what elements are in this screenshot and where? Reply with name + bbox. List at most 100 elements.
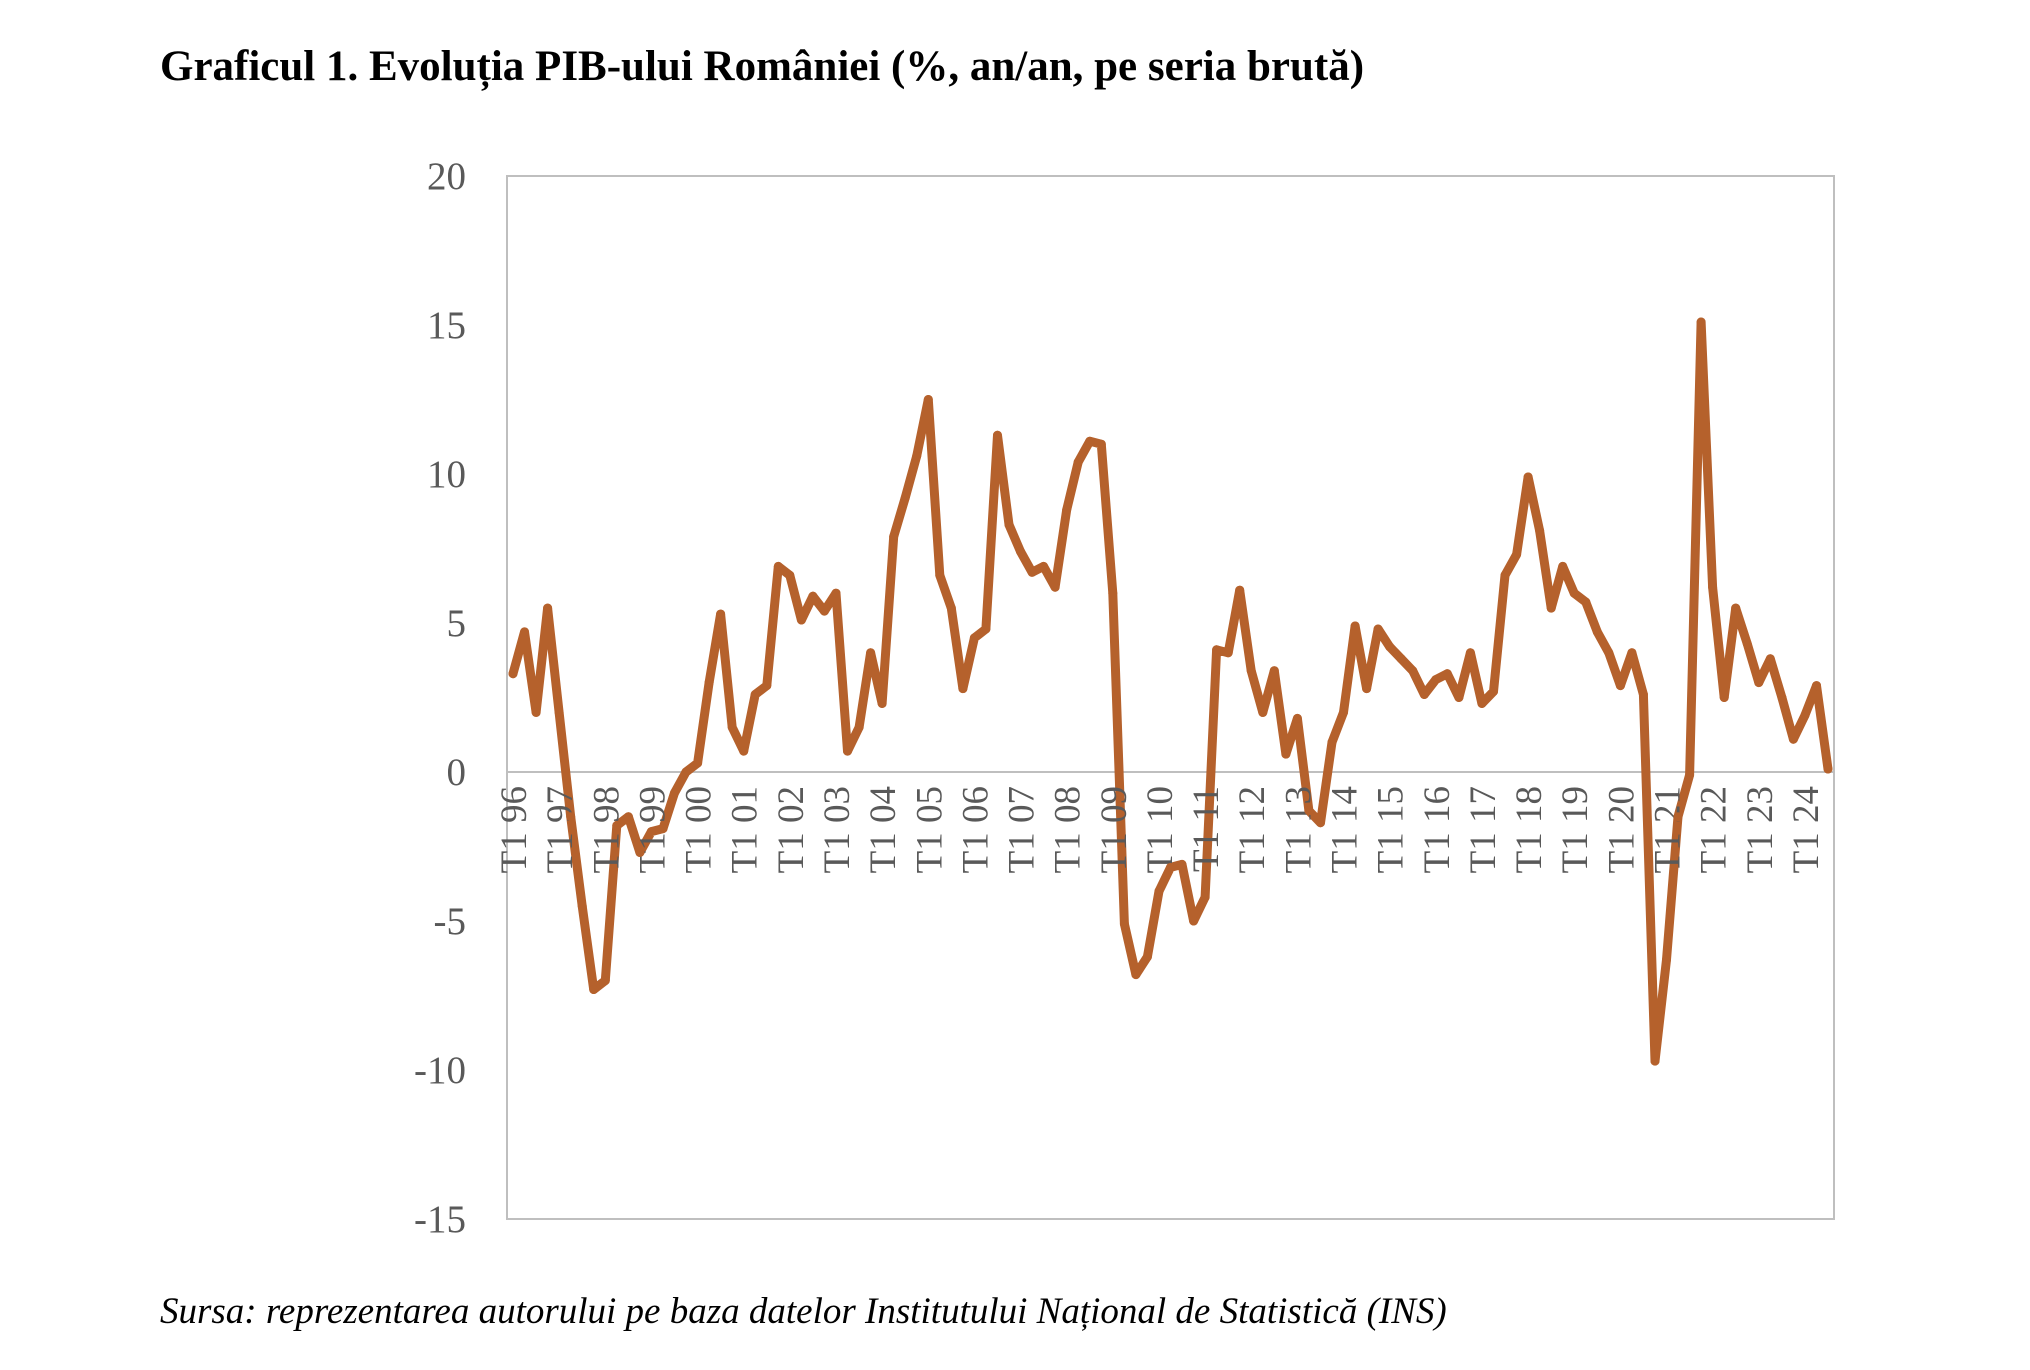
data-point [935,570,945,580]
data-point [1419,690,1429,699]
y-tick-label: -15 [414,1198,466,1241]
data-point [1142,952,1152,962]
y-tick-label: 10 [427,453,466,496]
data-point [1085,436,1095,446]
data-point [831,588,841,598]
data-point [889,532,899,542]
data-point [1027,567,1037,577]
x-tick-label: T1 09 [1094,786,1135,873]
data-point [1108,588,1118,598]
x-tick-label: T1 19 [1555,786,1596,873]
data-point [1292,713,1302,723]
data-point [1558,561,1568,571]
data-point [773,561,783,571]
data-point [704,678,714,688]
data-point [1662,955,1671,965]
data-point [1396,654,1406,664]
data-point [958,684,968,694]
data-point [866,648,876,658]
data-point [1604,648,1614,658]
data-point [1708,582,1718,592]
data-point [969,633,979,643]
x-tick-label: T1 02 [771,786,812,873]
x-tick-label: T1 96 [494,786,535,873]
data-point [1731,603,1741,613]
data-point [1039,561,1049,571]
data-point [1592,627,1602,637]
data-point [1269,666,1279,676]
data-point [612,821,622,831]
data-point [1719,693,1729,702]
data-point [1535,526,1545,536]
data-point [1166,862,1175,872]
y-tick-label: 20 [427,155,466,198]
data-point [1823,764,1833,774]
data-point [1523,472,1533,482]
data-point [1788,734,1798,744]
data-point [1327,737,1337,747]
data-point [1258,707,1268,717]
data-point [1685,770,1695,780]
y-tick-label: 5 [447,602,467,645]
data-point [819,606,829,616]
x-tick-label: T1 98 [586,786,627,873]
data-point [531,707,541,717]
data-point [1223,648,1233,658]
chart-title: Graficul 1. Evoluția PIB-ului României (… [160,43,1365,90]
x-tick-label: T1 24 [1786,786,1827,873]
y-tick-label: 15 [427,304,466,347]
data-point [1465,648,1475,658]
data-point [1627,648,1637,658]
data-point [1062,505,1072,515]
x-tick-label: T1 00 [679,786,720,873]
data-point [796,615,806,625]
data-point [1812,681,1821,691]
data-point [1200,892,1210,902]
data-point [1316,818,1325,828]
data-point [1304,806,1314,816]
data-point [1512,550,1522,559]
x-tick-label: T1 12 [1232,786,1273,873]
data-point [1119,919,1129,929]
data-point [543,603,553,613]
data-point [693,758,703,768]
data-point [923,395,933,404]
x-tick-label: T1 14 [1325,786,1366,873]
data-point [1615,681,1625,691]
data-point [762,681,772,691]
data-point [1154,886,1164,896]
data-point [658,824,668,834]
series-line [508,317,1833,1066]
data-point [670,788,679,798]
x-tick-label: T1 13 [1278,786,1319,873]
data-point [1050,582,1060,592]
data-point [1650,1056,1660,1066]
data-point [1454,693,1464,702]
x-tick-label: T1 22 [1694,786,1735,873]
data-point [1016,547,1025,556]
x-tick-label: T1 18 [1509,786,1550,873]
series-layer [508,317,1833,1066]
data-point [1212,645,1222,655]
data-point [1777,693,1787,702]
x-tick-label: T1 07 [1002,786,1043,873]
data-point [727,722,737,732]
data-point [646,827,656,837]
x-tick-label: T1 08 [1048,786,1089,873]
data-point [635,848,645,857]
data-point [1073,457,1083,467]
plot-area [506,175,1835,1220]
y-axis-ticks: 20 15 10 5 0 -5 -10 -15 [414,155,466,1241]
x-tick-label: T1 15 [1371,786,1412,873]
data-point [808,591,818,601]
data-point [900,493,910,503]
data-point [854,722,864,732]
data-point [1235,585,1245,595]
data-point [1673,812,1683,822]
data-point [739,746,749,756]
x-tick-label: T1 05 [909,786,950,873]
data-point [1189,916,1199,926]
x-tick-label: T1 97 [540,786,581,873]
data-point [1281,749,1291,759]
